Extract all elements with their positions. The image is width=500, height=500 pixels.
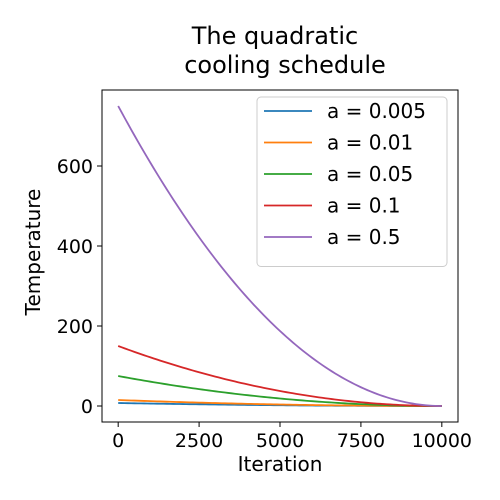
y-tick-label: 400 (57, 236, 93, 258)
legend: a = 0.005 a = 0.01 a = 0.05 a = 0.1 a = 0.5 (256, 96, 448, 267)
x-tick-label: 7500 (337, 430, 385, 452)
x-tick-label: 2500 (175, 430, 223, 452)
legend-box (256, 96, 448, 267)
y-tick-label: 200 (57, 316, 93, 338)
y-axis-label: Temperature (21, 189, 45, 317)
chart-title-line-2: cooling schedule (184, 51, 386, 79)
legend-label: a = 0.05 (327, 162, 413, 186)
y-tick-label: 0 (81, 396, 93, 418)
x-tick-label: 5000 (256, 430, 304, 452)
legend-label: a = 0.01 (327, 131, 413, 155)
x-axis-label: Iteration (238, 452, 323, 476)
y-tick-label: 600 (57, 156, 93, 178)
x-tick-label: 10000 (412, 430, 472, 452)
legend-label: a = 0.5 (327, 225, 401, 249)
x-axis-ticks: 0 2500 5000 7500 10000 (112, 422, 472, 452)
series-line-4 (117, 345, 442, 407)
legend-label: a = 0.1 (327, 194, 401, 218)
y-axis-ticks: 0 200 400 600 (57, 156, 102, 418)
series-lines (117, 105, 442, 407)
chart-title-line-1: The quadratic (191, 22, 359, 50)
x-tick-label: 0 (112, 430, 124, 452)
legend-label: a = 0.005 (327, 99, 426, 123)
series-line-5 (117, 105, 442, 407)
